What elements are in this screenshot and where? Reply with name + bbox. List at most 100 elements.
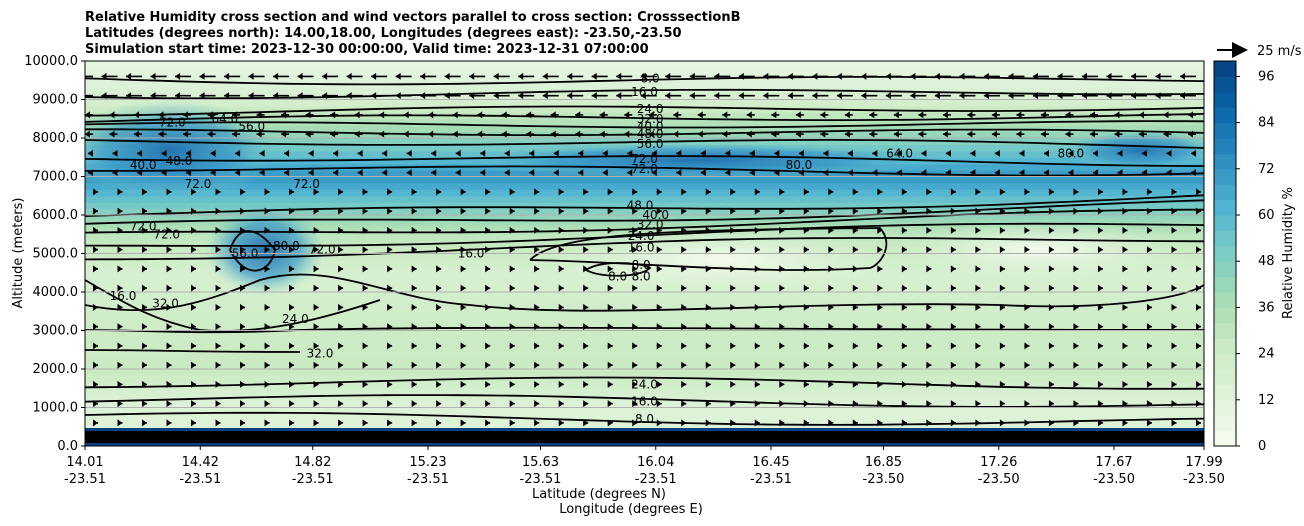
wind-vector — [387, 303, 393, 311]
wind-vector — [1092, 149, 1098, 157]
wind-vector — [395, 92, 412, 100]
contour-label: 8.0 — [632, 270, 651, 284]
wind-vector — [714, 92, 731, 100]
colorbar-band — [1214, 415, 1236, 432]
wind-vector — [852, 361, 858, 369]
wind-vector — [289, 342, 295, 350]
wind-vector — [632, 246, 638, 254]
wind-vector — [493, 92, 510, 100]
wind-vector — [142, 323, 148, 331]
contour-label-text: 80.0 — [273, 239, 300, 253]
wind-vector — [411, 226, 417, 234]
wind-vector — [599, 111, 608, 119]
wind-vector — [403, 130, 412, 138]
wind-vector — [681, 380, 687, 388]
wind-vector — [1097, 284, 1103, 292]
wind-vector — [207, 111, 216, 119]
wind-vector — [1171, 380, 1177, 388]
wind-vector — [469, 92, 486, 100]
wind-vector — [632, 188, 638, 196]
wind-vector — [967, 111, 976, 119]
wind-vector — [697, 111, 706, 119]
wind-vector — [1138, 111, 1147, 119]
contour-label-text: 72.0 — [153, 227, 180, 241]
wind-vector — [150, 72, 167, 80]
wind-vector — [1196, 188, 1201, 196]
wind-vector — [289, 419, 295, 427]
wind-vector — [705, 284, 711, 292]
wind-vector — [656, 419, 662, 427]
wind-vector — [607, 246, 613, 254]
wind-vector — [730, 188, 736, 196]
wind-vector — [215, 265, 221, 273]
rh-band — [85, 420, 1204, 427]
wind-vector — [362, 246, 368, 254]
wind-vector — [950, 188, 956, 196]
wind-vector — [117, 188, 123, 196]
wind-vector — [338, 361, 344, 369]
contour-label-text: 24.0 — [637, 102, 664, 116]
y-tick-label: 5000.0 — [33, 247, 79, 262]
wind-vector — [975, 400, 981, 408]
colorbar-tick-label: 0 — [1258, 439, 1266, 454]
wind-vector — [411, 419, 417, 427]
wind-vector — [583, 226, 589, 234]
wind-vector — [117, 207, 123, 215]
wind-vector — [656, 323, 662, 331]
contour-line — [85, 165, 1204, 177]
rh-band — [85, 224, 1204, 229]
wind-vector — [215, 323, 221, 331]
wind-vector — [885, 92, 902, 100]
horizontal-gridlines — [85, 61, 1204, 446]
wind-vector — [803, 419, 809, 427]
wind-vector — [1171, 323, 1177, 331]
wind-vector — [485, 342, 491, 350]
colorbar-band — [1214, 369, 1236, 385]
wind-vector — [362, 342, 368, 350]
moist-region-upper-center — [450, 142, 950, 178]
wind-vector — [109, 111, 118, 119]
wind-vector — [774, 169, 780, 177]
wind-vector — [289, 188, 295, 196]
wind-vector — [362, 323, 368, 331]
wind-vector — [1024, 207, 1030, 215]
contour-label-text: 56.0 — [637, 137, 664, 151]
wind-vector — [901, 303, 907, 311]
wind-vector — [256, 130, 265, 138]
wind-vector — [183, 111, 192, 119]
wind-vector — [379, 130, 388, 138]
contour-label-text: 72.0 — [185, 177, 212, 191]
contour-label-text: 24.0 — [282, 312, 309, 326]
chart-title-line-1: Relative Humidity cross section and wind… — [85, 10, 741, 25]
wind-vector — [1122, 207, 1128, 215]
x-tick-label-lon: -23.51 — [179, 472, 221, 487]
quiver-key-label: 25 m/s — [1257, 44, 1302, 59]
wind-vector — [142, 361, 148, 369]
wind-vector — [803, 342, 809, 350]
wind-vector — [730, 265, 736, 273]
wind-vector — [1048, 361, 1054, 369]
wind-vector — [526, 130, 535, 138]
wind-vector — [901, 400, 907, 408]
contour-line — [229, 230, 276, 272]
wind-vector — [624, 111, 633, 119]
colorbar-band — [1214, 76, 1236, 93]
wind-vector — [436, 265, 442, 273]
wind-vector — [166, 265, 172, 273]
wind-vector — [812, 72, 829, 80]
wind-vector — [289, 246, 295, 254]
wind-vector — [877, 226, 883, 234]
wind-vector — [1166, 149, 1172, 157]
rh-band — [85, 67, 1204, 75]
wind-vector — [460, 188, 466, 196]
wind-vector — [689, 72, 706, 80]
wind-vector — [725, 169, 731, 177]
wind-vector — [877, 303, 883, 311]
wind-vector — [803, 207, 809, 215]
wind-vector — [436, 284, 442, 292]
wind-vector — [1122, 246, 1128, 254]
wind-vector — [852, 284, 858, 292]
wind-vector — [256, 111, 265, 119]
wind-vector — [289, 265, 295, 273]
wind-vector — [820, 111, 829, 119]
